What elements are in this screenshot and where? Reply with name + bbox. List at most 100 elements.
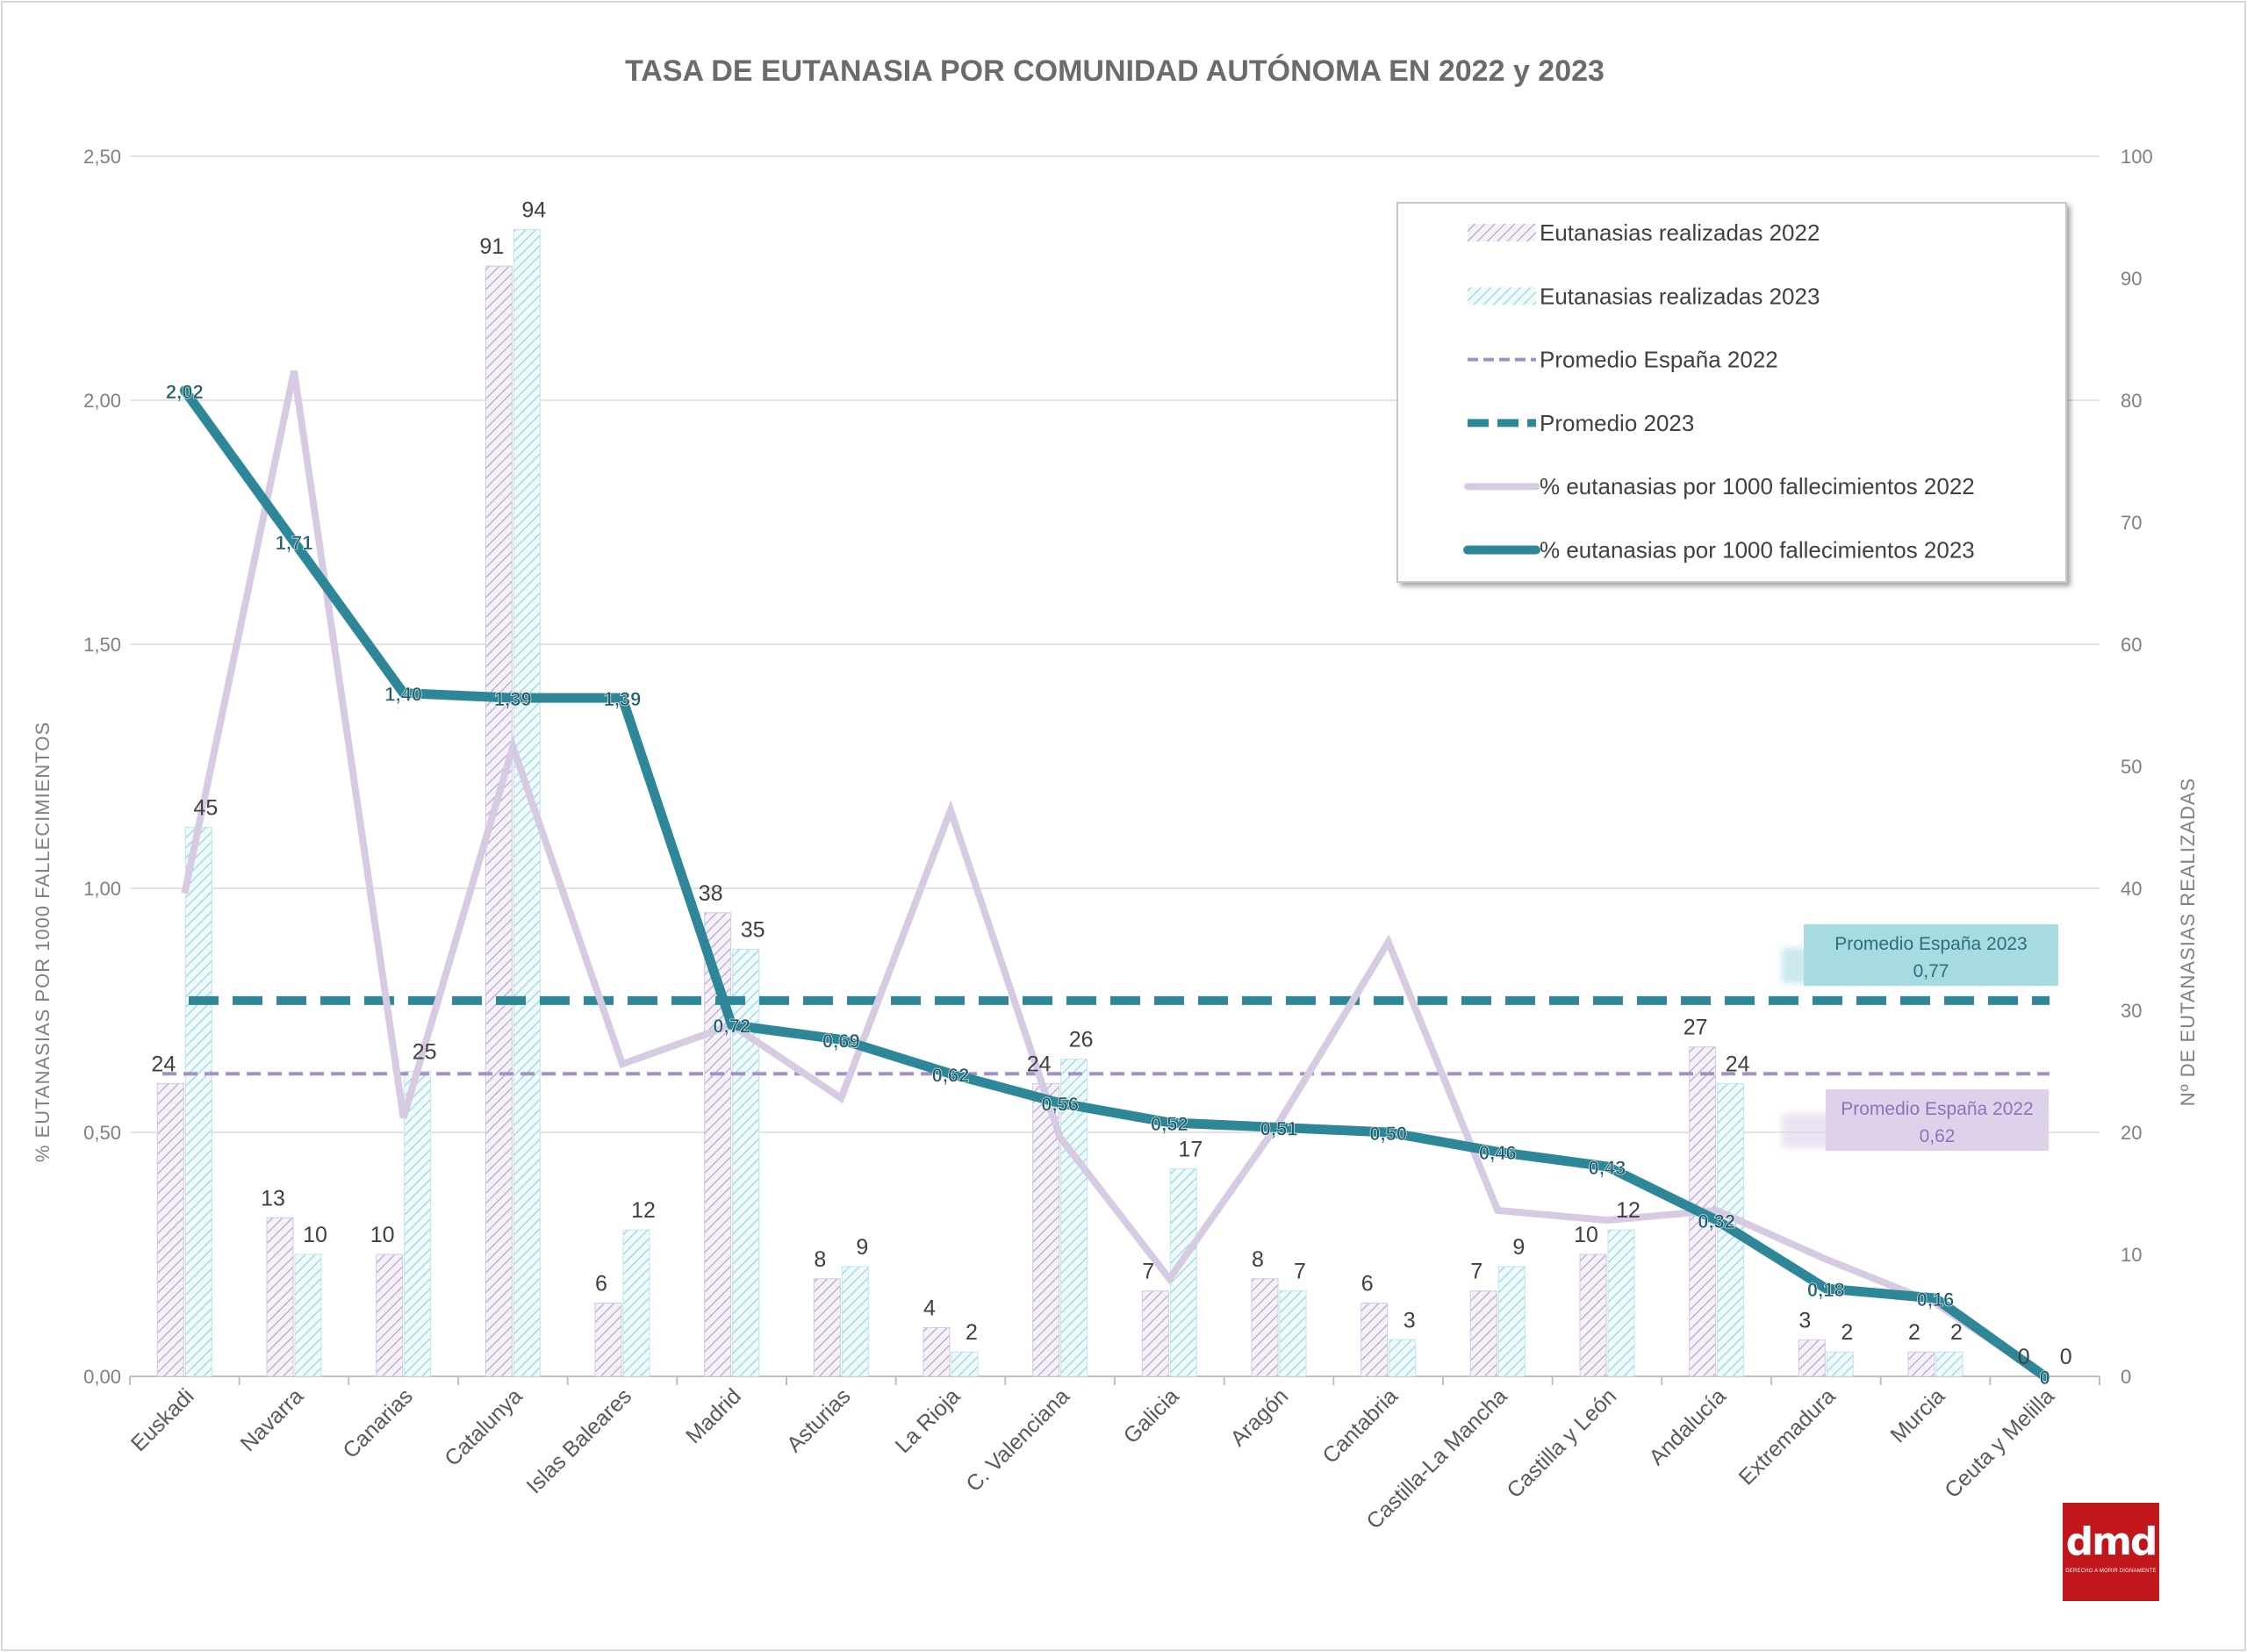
chart-title: TASA DE EUTANASIA POR COMUNIDAD AUTÓNOMA… — [625, 54, 1604, 88]
bar-2023 — [1607, 1229, 1635, 1377]
right-tick-label: 0 — [2121, 1366, 2131, 1388]
left-tick-label: 0,00 — [83, 1366, 121, 1388]
right-axis-title: Nº DE EUTANASIAS REALIZADAS — [2177, 778, 2199, 1107]
bar-2023-label: 35 — [741, 918, 765, 943]
bar-2023 — [1826, 1351, 1854, 1377]
bar-2023-label: 12 — [631, 1198, 656, 1223]
bar-2023 — [184, 827, 212, 1377]
annotation-2023-title: Promedio España 2023 — [1834, 934, 2028, 954]
line-2023-label: 0,32 — [1698, 1210, 1735, 1232]
left-axis-title: % EUTANASIAS POR 1000 FALLECIMIENTOS — [32, 722, 54, 1162]
bar-2023-label: 0 — [2060, 1345, 2072, 1369]
right-tick-label: 30 — [2121, 1000, 2142, 1022]
bar-2022 — [376, 1253, 404, 1377]
bar-2022 — [266, 1217, 294, 1377]
right-tick-label: 70 — [2121, 512, 2142, 534]
line-2023-label: 0,46 — [1479, 1142, 1517, 1164]
left-tick-label: 2,00 — [83, 390, 121, 412]
bar-2022 — [1579, 1253, 1607, 1377]
bar-2022 — [1798, 1339, 1826, 1377]
legend-key-bars-2022 — [1468, 224, 1536, 241]
legend-label: Eutanasias realizadas 2023 — [1540, 283, 1820, 309]
bar-2022-label: 10 — [370, 1223, 395, 1247]
bar-2023-label: 12 — [1616, 1198, 1640, 1223]
bar-2023 — [513, 228, 541, 1377]
left-tick-label: 1,50 — [83, 634, 121, 656]
line-2023-label: 0,52 — [1151, 1113, 1188, 1135]
line-2023-label: 1,39 — [494, 688, 532, 710]
bar-2022-label: 10 — [1574, 1223, 1598, 1247]
right-tick-label: 40 — [2121, 878, 2142, 900]
series-lines — [162, 370, 2050, 1382]
right-tick-label: 80 — [2121, 390, 2142, 412]
bar-2022-label: 7 — [1142, 1260, 1154, 1284]
bar-2022-label: 13 — [261, 1186, 285, 1210]
legend-box — [1396, 202, 2067, 583]
bar-2022-label: 7 — [1470, 1260, 1482, 1284]
bar-2022-label: 6 — [1361, 1272, 1374, 1296]
line-2023-label: 1,71 — [276, 532, 313, 554]
left-tick-label: 2,50 — [83, 146, 121, 168]
line-2023-label: 0,72 — [713, 1016, 750, 1038]
line-2023-label: 0,50 — [1369, 1123, 1407, 1145]
bar-2023-label: 94 — [521, 198, 546, 222]
line-2023-label: 2,02 — [166, 381, 204, 403]
legend-key-bars-2023 — [1468, 287, 1536, 305]
bar-2022 — [1469, 1290, 1497, 1377]
line-2023-label: 0,69 — [822, 1030, 860, 1052]
bar-2022-label: 24 — [1027, 1052, 1052, 1076]
bar-2022-label: 24 — [151, 1052, 176, 1076]
bar-2023-label: 3 — [1403, 1308, 1416, 1332]
bar-2023 — [1279, 1290, 1307, 1377]
legend-label: Promedio España 2022 — [1540, 347, 1778, 373]
bar-2022-label: 8 — [1252, 1247, 1264, 1272]
line-2023-label: 1,39 — [604, 688, 642, 710]
bar-2023 — [951, 1351, 979, 1377]
annotation-2023-box — [1804, 924, 2058, 986]
bar-2023-label: 24 — [1726, 1052, 1750, 1076]
left-tick-label: 1,00 — [83, 878, 121, 900]
bar-2022 — [1360, 1303, 1389, 1377]
bar-2023 — [622, 1229, 650, 1377]
bar-2022 — [1251, 1278, 1279, 1377]
bar-2022-label: 0 — [2018, 1345, 2030, 1369]
bar-2022-label: 8 — [814, 1247, 826, 1272]
bar-2023-label: 2 — [1950, 1320, 1963, 1345]
bar-2023-label: 10 — [303, 1223, 327, 1247]
bar-2023-label: 25 — [413, 1040, 437, 1065]
bar-2023 — [1389, 1339, 1417, 1377]
bar-2023-label: 17 — [1178, 1138, 1202, 1162]
left-tick-label: 0,50 — [83, 1122, 121, 1144]
line-2023-label: 1,40 — [384, 684, 422, 706]
annotation-2022-title: Promedio España 2022 — [1841, 1099, 2034, 1119]
dmd-logo: dmd DERECHO A MORIR DIGNAMENTE — [2063, 1503, 2159, 1601]
bar-2023 — [1497, 1266, 1526, 1377]
bar-2023 — [294, 1253, 322, 1377]
line-2023-label: 0,51 — [1260, 1117, 1298, 1139]
line-2023-label: 0,62 — [932, 1064, 970, 1086]
line-2023-label: 0,43 — [1589, 1157, 1626, 1179]
right-tick-label: 60 — [2121, 634, 2142, 656]
bar-2023-label: 45 — [193, 796, 218, 821]
logo-text: dmd — [2065, 1519, 2158, 1564]
annotation-2022-value: 0,62 — [1920, 1126, 1956, 1146]
bar-2023-label: 7 — [1294, 1260, 1306, 1284]
bar-2022-label: 27 — [1683, 1016, 1708, 1040]
bar-2022-label: 6 — [595, 1272, 607, 1296]
legend-label: Promedio 2023 — [1540, 410, 1694, 436]
line-2023-label: 0,16 — [1917, 1289, 1955, 1311]
bar-2022-label: 38 — [699, 881, 723, 906]
bar-2022 — [1141, 1290, 1169, 1377]
line-2023-label: 0,56 — [1041, 1094, 1079, 1116]
bar-2023-label: 26 — [1069, 1028, 1094, 1052]
bars — [156, 228, 1963, 1377]
bar-2022 — [813, 1278, 841, 1377]
right-tick-label: 20 — [2121, 1122, 2142, 1144]
right-tick-label: 100 — [2121, 146, 2153, 168]
legend-label: % eutanasias por 1000 fallecimientos 202… — [1540, 537, 1975, 564]
bar-2023-label: 2 — [1841, 1320, 1853, 1345]
bar-2023-label: 9 — [1512, 1235, 1525, 1260]
average-annotations: Promedio España 2023 0,77 Promedio España … — [1782, 924, 2058, 1151]
